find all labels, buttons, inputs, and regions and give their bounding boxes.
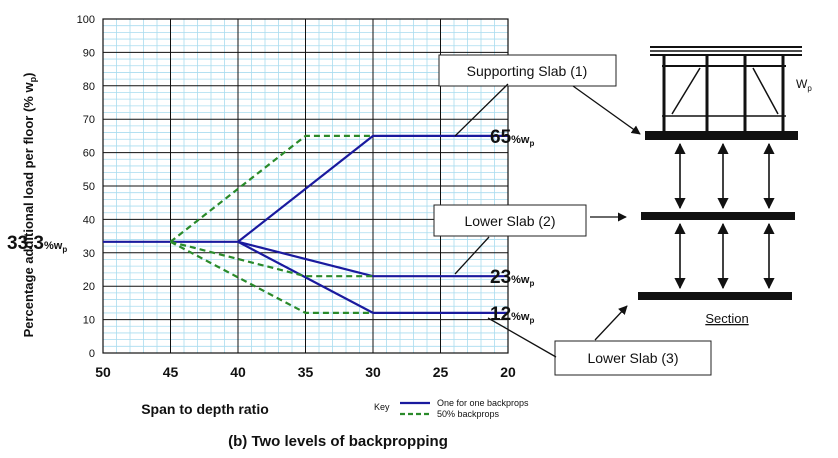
y-axis-label-sub: p: [28, 76, 38, 82]
y-tick-label: 30: [83, 248, 95, 260]
x-axis-label: Span to depth ratio: [141, 401, 269, 417]
supporting-slab-label: Supporting Slab (1): [467, 63, 588, 79]
y-tick-label: 50: [83, 181, 95, 193]
series-line-50-percent-2: [170, 240, 373, 278]
annotation-12-percent-wp: 12%wp: [490, 304, 534, 325]
y-tick-label: 40: [83, 214, 95, 226]
leader-lines: [454, 83, 641, 358]
section-label: Section: [705, 311, 748, 326]
load-wp-label: Wp: [796, 77, 812, 93]
series-line-one-for-one-2: [237, 240, 508, 278]
legend: Key One for one backprops 50% backprops: [374, 398, 529, 419]
y-tick-label: 10: [83, 315, 95, 327]
brace-right: [752, 67, 779, 115]
annotation-33-3-percent-wp: 33.3%wp: [7, 233, 67, 254]
x-tick-label: 25: [433, 364, 449, 380]
y-tick-label: 80: [83, 81, 95, 93]
y-tick-label: 70: [83, 114, 95, 126]
annotation-65-percent-wp: 65%wp: [490, 127, 534, 148]
x-tick-label: 50: [95, 364, 111, 380]
series-line-50-percent-1: [169, 134, 373, 243]
slab-2: [641, 212, 795, 220]
x-tick-label: 40: [230, 364, 246, 380]
plot-series: [103, 134, 508, 314]
x-tick-label: 45: [163, 364, 179, 380]
arrow-to-slab3: [594, 305, 628, 341]
legend-entry-one-for-one: One for one backprops: [437, 398, 529, 408]
callout-lower-slab-3: Lower Slab (3): [554, 340, 712, 376]
y-tick-label: 100: [77, 14, 95, 26]
callout-lower-slab-2: Lower Slab (2): [433, 204, 587, 237]
plot-annotations: 33.3%wp 65%wp 23%wp 12%wp: [7, 127, 534, 325]
slab-3: [638, 292, 792, 300]
series-line-50-percent-3: [169, 240, 373, 314]
section-diagram: Wp Section: [638, 46, 812, 326]
plot-frame: [102, 18, 509, 354]
lower-slab-2-label: Lower Slab (2): [464, 213, 555, 229]
plot-axes: 50 45 40 35 30 25 20 0 10 20 30 40 50 60 70 80 90 100: [77, 14, 516, 380]
x-tick-label: 20: [500, 364, 516, 380]
y-tick-label: 0: [89, 348, 95, 360]
y-axis-label: Percentage additional load per floor (% …: [21, 73, 38, 338]
y-tick-label: 20: [83, 281, 95, 293]
load-wp-sub: p: [807, 84, 812, 93]
legend-entry-50-percent: 50% backprops: [437, 409, 500, 419]
annotation-23-percent-wp: 23%wp: [490, 267, 534, 288]
backprops: [674, 142, 775, 290]
leader-65: [454, 83, 509, 137]
callout-supporting-slab: Supporting Slab (1): [438, 54, 617, 87]
chart-title: (b) Two levels of backpropping: [228, 433, 448, 450]
x-tick-label: 30: [365, 364, 381, 380]
legend-title: Key: [374, 402, 390, 412]
y-tick-label: 60: [83, 148, 95, 160]
leader-12: [487, 317, 557, 358]
x-tick-label: 35: [298, 364, 314, 380]
leader-23: [454, 236, 490, 275]
lower-slab-3-label: Lower Slab (3): [587, 350, 678, 366]
arrow-to-slab1: [572, 85, 641, 135]
y-axis-label-close: ): [21, 73, 36, 77]
y-tick-label: 90: [83, 47, 95, 59]
brace-left: [671, 67, 701, 115]
slab-1: [645, 131, 798, 140]
